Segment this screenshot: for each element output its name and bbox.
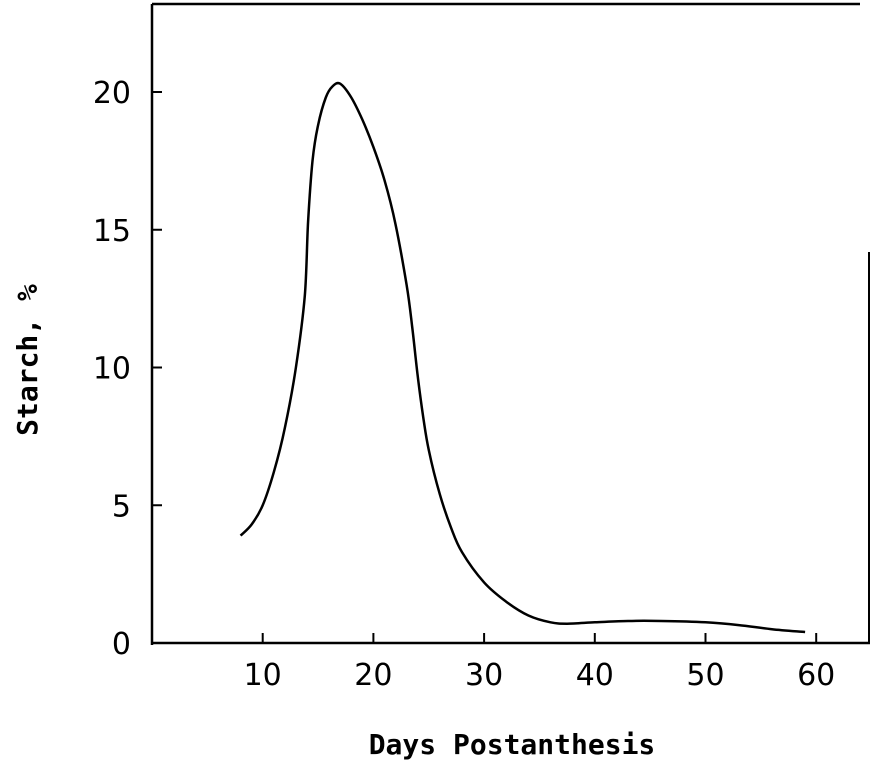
x-tick-label: 40 [576, 658, 614, 693]
x-ticks: 10 20 30 40 50 60 [244, 633, 835, 693]
starch-curve-line [239, 81, 806, 634]
x-tick-label: 20 [354, 658, 392, 693]
y-tick-label: 15 [93, 214, 131, 249]
axes [150, 2, 870, 645]
y-axis-title: Starch, % [11, 284, 44, 436]
y-tick-label: 20 [93, 76, 131, 111]
y-tick-label: 5 [112, 489, 131, 524]
x-axis-title: Days Postanthesis [369, 728, 656, 761]
y-ticks: 0 5 10 15 20 [93, 76, 162, 662]
y-tick-label: 10 [93, 352, 131, 387]
x-tick-label: 50 [686, 658, 724, 693]
y-tick-label: 0 [112, 627, 131, 662]
x-tick-label: 60 [797, 658, 835, 693]
x-tick-label: 30 [465, 658, 503, 693]
series-group [239, 81, 806, 634]
x-tick-label: 10 [244, 658, 282, 693]
